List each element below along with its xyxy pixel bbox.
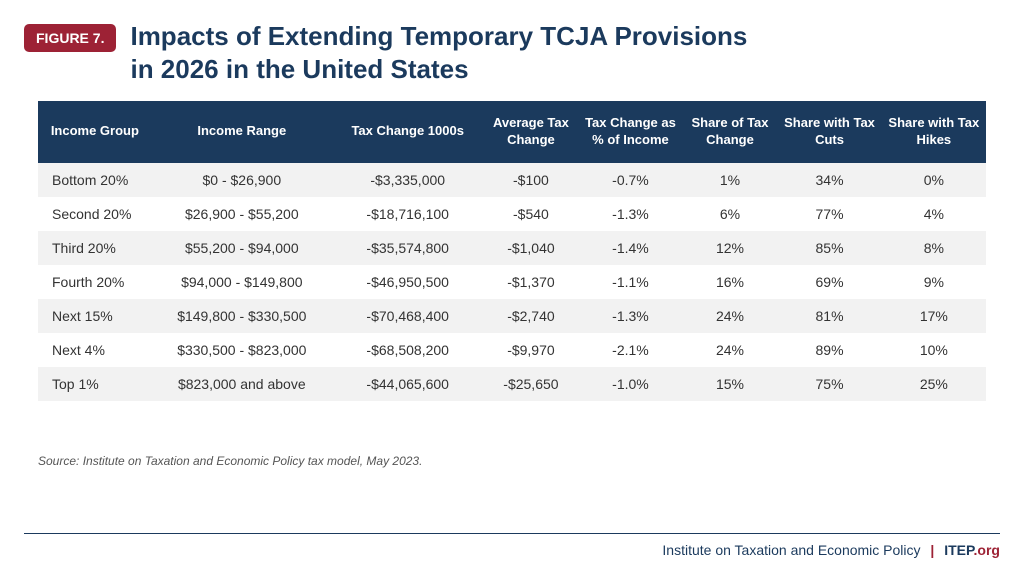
col-share-hikes: Share with Tax Hikes	[882, 101, 986, 163]
table-cell: 81%	[777, 299, 881, 333]
table-cell: -1.4%	[578, 231, 682, 265]
table-cell: 77%	[777, 197, 881, 231]
table-cell: -1.3%	[578, 299, 682, 333]
table-row: Top 1%$823,000 and above-$44,065,600-$25…	[38, 367, 986, 401]
table-cell: 24%	[683, 299, 778, 333]
table-row: Fourth 20%$94,000 - $149,800-$46,950,500…	[38, 265, 986, 299]
table-row: Bottom 20%$0 - $26,900-$3,335,000-$100-0…	[38, 163, 986, 197]
table-cell: -$18,716,100	[332, 197, 484, 231]
table-cell: $0 - $26,900	[152, 163, 332, 197]
table-cell: -$44,065,600	[332, 367, 484, 401]
table-cell: -1.0%	[578, 367, 682, 401]
table-cell: -$70,468,400	[332, 299, 484, 333]
table-row: Third 20%$55,200 - $94,000-$35,574,800-$…	[38, 231, 986, 265]
table-cell: 8%	[882, 231, 986, 265]
table-cell: 9%	[882, 265, 986, 299]
table-cell: 25%	[882, 367, 986, 401]
table-cell: -$1,040	[484, 231, 579, 265]
table-cell: -$1,370	[484, 265, 579, 299]
page-footer: Institute on Taxation and Economic Polic…	[24, 533, 1000, 558]
table-cell: $823,000 and above	[152, 367, 332, 401]
table-row: Next 15%$149,800 - $330,500-$70,468,400-…	[38, 299, 986, 333]
table-cell: Bottom 20%	[38, 163, 152, 197]
table-total-cell: 7%	[882, 401, 986, 440]
table-cell: 0%	[882, 163, 986, 197]
table-total-cell: -1.4%	[578, 401, 682, 440]
table-cell: -$68,508,200	[332, 333, 484, 367]
table-cell: -1.1%	[578, 265, 682, 299]
table-total-cell: TOTAL	[38, 401, 152, 440]
col-tax-change-1000s: Tax Change 1000s	[332, 101, 484, 163]
table-cell: 69%	[777, 265, 881, 299]
table-total-cell: -$288,501,600	[332, 401, 484, 440]
col-income-group: Income Group	[38, 101, 152, 163]
table-cell: 17%	[882, 299, 986, 333]
table-cell: -$46,950,500	[332, 265, 484, 299]
table-total-cell: -$1,670	[484, 401, 579, 440]
footer-logo-suffix: .org	[974, 542, 1000, 558]
table-cell: $149,800 - $330,500	[152, 299, 332, 333]
table-cell: Third 20%	[38, 231, 152, 265]
col-avg-tax-change: Average Tax Change	[484, 101, 579, 163]
table-cell: -$2,740	[484, 299, 579, 333]
table-cell: 4%	[882, 197, 986, 231]
table-cell: Next 15%	[38, 299, 152, 333]
table-cell: Next 4%	[38, 333, 152, 367]
footer-logo-main: ITEP	[944, 542, 973, 558]
table-cell: 6%	[683, 197, 778, 231]
table-cell: Top 1%	[38, 367, 152, 401]
table-cell: 15%	[683, 367, 778, 401]
table-header-row: Income Group Income Range Tax Change 100…	[38, 101, 986, 163]
table-cell: 24%	[683, 333, 778, 367]
footer-org-name: Institute on Taxation and Economic Polic…	[662, 542, 920, 558]
table-header: Income Group Income Range Tax Change 100…	[38, 101, 986, 163]
source-note: Source: Institute on Taxation and Econom…	[38, 454, 1000, 468]
table-row: Next 4%$330,500 - $823,000-$68,508,200-$…	[38, 333, 986, 367]
table-total-cell: 69%	[777, 401, 881, 440]
table-cell: -2.1%	[578, 333, 682, 367]
table-cell: Second 20%	[38, 197, 152, 231]
figure-header: FIGURE 7. Impacts of Extending Temporary…	[24, 20, 1000, 85]
table-cell: Fourth 20%	[38, 265, 152, 299]
table-cell: 89%	[777, 333, 881, 367]
table-cell: 75%	[777, 367, 881, 401]
table-cell: -0.7%	[578, 163, 682, 197]
footer-separator: |	[930, 542, 934, 558]
table-cell: -$9,970	[484, 333, 579, 367]
title-line-2: in 2026 in the United States	[130, 54, 468, 84]
table-total-cell	[152, 401, 332, 440]
col-pct-income: Tax Change as % of Income	[578, 101, 682, 163]
table-cell: -$25,650	[484, 367, 579, 401]
table-cell: -$100	[484, 163, 579, 197]
table-cell: $55,200 - $94,000	[152, 231, 332, 265]
table-cell: -1.3%	[578, 197, 682, 231]
figure-badge: FIGURE 7.	[24, 24, 116, 52]
table-cell: $330,500 - $823,000	[152, 333, 332, 367]
col-income-range: Income Range	[152, 101, 332, 163]
table-cell: 85%	[777, 231, 881, 265]
table-cell: $26,900 - $55,200	[152, 197, 332, 231]
col-share-change: Share of Tax Change	[683, 101, 778, 163]
table-cell: 12%	[683, 231, 778, 265]
table-body: Bottom 20%$0 - $26,900-$3,335,000-$100-0…	[38, 163, 986, 440]
table-cell: 10%	[882, 333, 986, 367]
table-cell: $94,000 - $149,800	[152, 265, 332, 299]
table-cell: 1%	[683, 163, 778, 197]
table-cell: -$540	[484, 197, 579, 231]
title-line-1: Impacts of Extending Temporary TCJA Prov…	[130, 21, 747, 51]
figure-title: Impacts of Extending Temporary TCJA Prov…	[130, 20, 747, 85]
table-cell: 34%	[777, 163, 881, 197]
tax-impact-table: Income Group Income Range Tax Change 100…	[38, 101, 986, 440]
table-total-row: TOTAL -$288,501,600-$1,670-1.4%100%69%7%	[38, 401, 986, 440]
col-share-cuts: Share with Tax Cuts	[777, 101, 881, 163]
table-total-cell: 100%	[683, 401, 778, 440]
table-cell: -$3,335,000	[332, 163, 484, 197]
table-cell: -$35,574,800	[332, 231, 484, 265]
table-cell: 16%	[683, 265, 778, 299]
table-row: Second 20%$26,900 - $55,200-$18,716,100-…	[38, 197, 986, 231]
table-container: Income Group Income Range Tax Change 100…	[24, 101, 1000, 440]
